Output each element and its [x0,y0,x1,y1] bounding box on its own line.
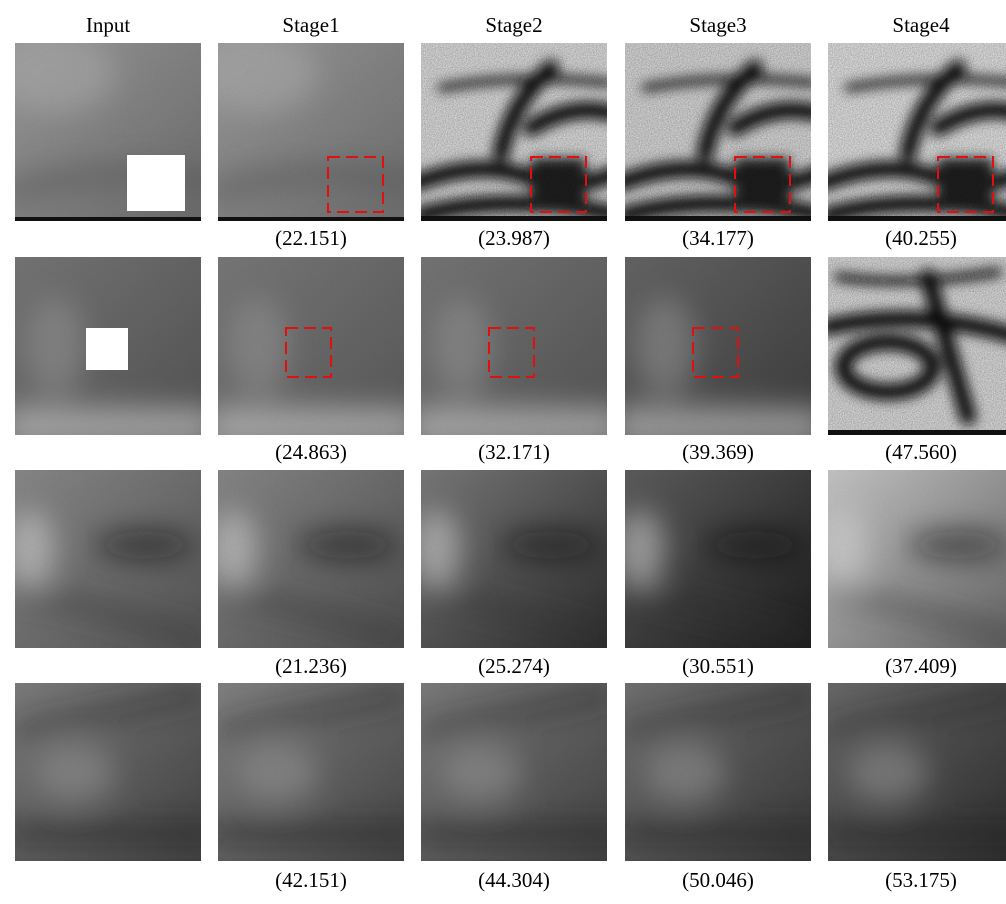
page: Input Stage1 Stage2 Stage3 Stage4 (22.151) (23… [0,0,1006,899]
image-cell [620,43,820,221]
noise-overlay [218,43,404,221]
image-cell [5,257,215,447]
image-content [5,470,205,648]
bottom-bar [15,217,201,221]
image-content [5,683,215,861]
noise-overlay [421,43,607,221]
noise-overlay [828,470,1006,648]
image-cell [818,470,1006,648]
noise-overlay [218,683,404,861]
column-header: Stage3 [689,13,746,37]
score-label: (53.175) [885,868,957,892]
image-cell [411,257,621,447]
image-content [208,683,418,861]
image-cell [416,43,616,221]
column-header: Stage4 [892,13,950,37]
image-content [828,257,1006,435]
score-label: (21.236) [275,654,347,678]
image-cell [823,43,1006,221]
score-label: (37.409) [885,654,957,678]
image-cell [818,683,1006,861]
noise-overlay [15,470,201,648]
noise-overlay [828,683,1006,861]
image-content [208,257,418,447]
image-cell [208,683,418,861]
noise-overlay [421,470,607,648]
noise-overlay [218,257,404,435]
bottom-bar [421,217,607,221]
score-label: (44.304) [478,868,550,892]
score-label: (39.369) [682,440,754,464]
image-cell [828,257,1006,435]
bottom-bar [625,217,811,221]
score-label: (40.255) [885,226,957,250]
image-content [818,470,1006,648]
score-label: (42.151) [275,868,347,892]
score-label: (30.551) [682,654,754,678]
noise-overlay [625,43,811,221]
bottom-bar [828,217,1006,221]
noise-overlay [828,43,1006,221]
image-content [411,257,621,447]
image-cell [208,257,418,447]
image-content [411,683,621,861]
image-cell [411,683,621,861]
noise-overlay [421,683,607,861]
score-label: (47.560) [885,440,957,464]
figure: Input Stage1 Stage2 Stage3 Stage4 (22.151) (23… [0,0,1006,899]
image-content [823,43,1006,221]
image-cell [5,683,215,861]
score-label: (22.151) [275,226,347,250]
bottom-bar [218,217,404,221]
column-header: Stage2 [485,13,542,37]
image-content [411,470,611,648]
image-cell [0,33,215,221]
image-content [615,470,815,648]
image-cell [411,470,611,648]
noise-overlay [625,470,811,648]
score-label: (34.177) [682,226,754,250]
mask-square [127,155,185,211]
image-cell [198,33,418,221]
image-cell [615,470,815,648]
image-cell [208,470,408,648]
image-content [818,683,1006,861]
image-cell [5,470,205,648]
noise-overlay [625,683,811,861]
image-content [198,33,418,221]
image-cell [615,257,825,447]
score-label: (25.274) [478,654,550,678]
noise-overlay [625,257,811,435]
noise-overlay [828,257,1006,435]
image-content [615,257,825,447]
image-content [208,470,408,648]
noise-overlay [15,683,201,861]
score-label: (50.046) [682,868,754,892]
column-header: Input [86,13,130,37]
image-content [615,683,825,861]
mask-square [86,328,128,370]
score-label: (32.171) [478,440,550,464]
column-header: Stage1 [282,13,339,37]
image-cell [615,683,825,861]
noise-overlay [218,470,404,648]
noise-overlay [421,257,607,435]
score-label: (24.863) [275,440,347,464]
score-label: (23.987) [478,226,550,250]
